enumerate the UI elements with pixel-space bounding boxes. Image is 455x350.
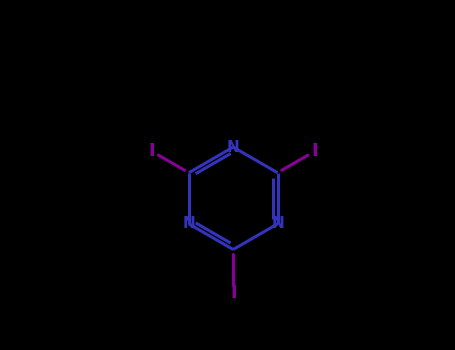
Text: I: I	[230, 284, 237, 302]
Text: N: N	[271, 216, 284, 231]
Text: I: I	[312, 142, 318, 160]
Text: N: N	[182, 216, 195, 231]
Text: I: I	[148, 142, 155, 160]
Text: N: N	[227, 140, 240, 155]
